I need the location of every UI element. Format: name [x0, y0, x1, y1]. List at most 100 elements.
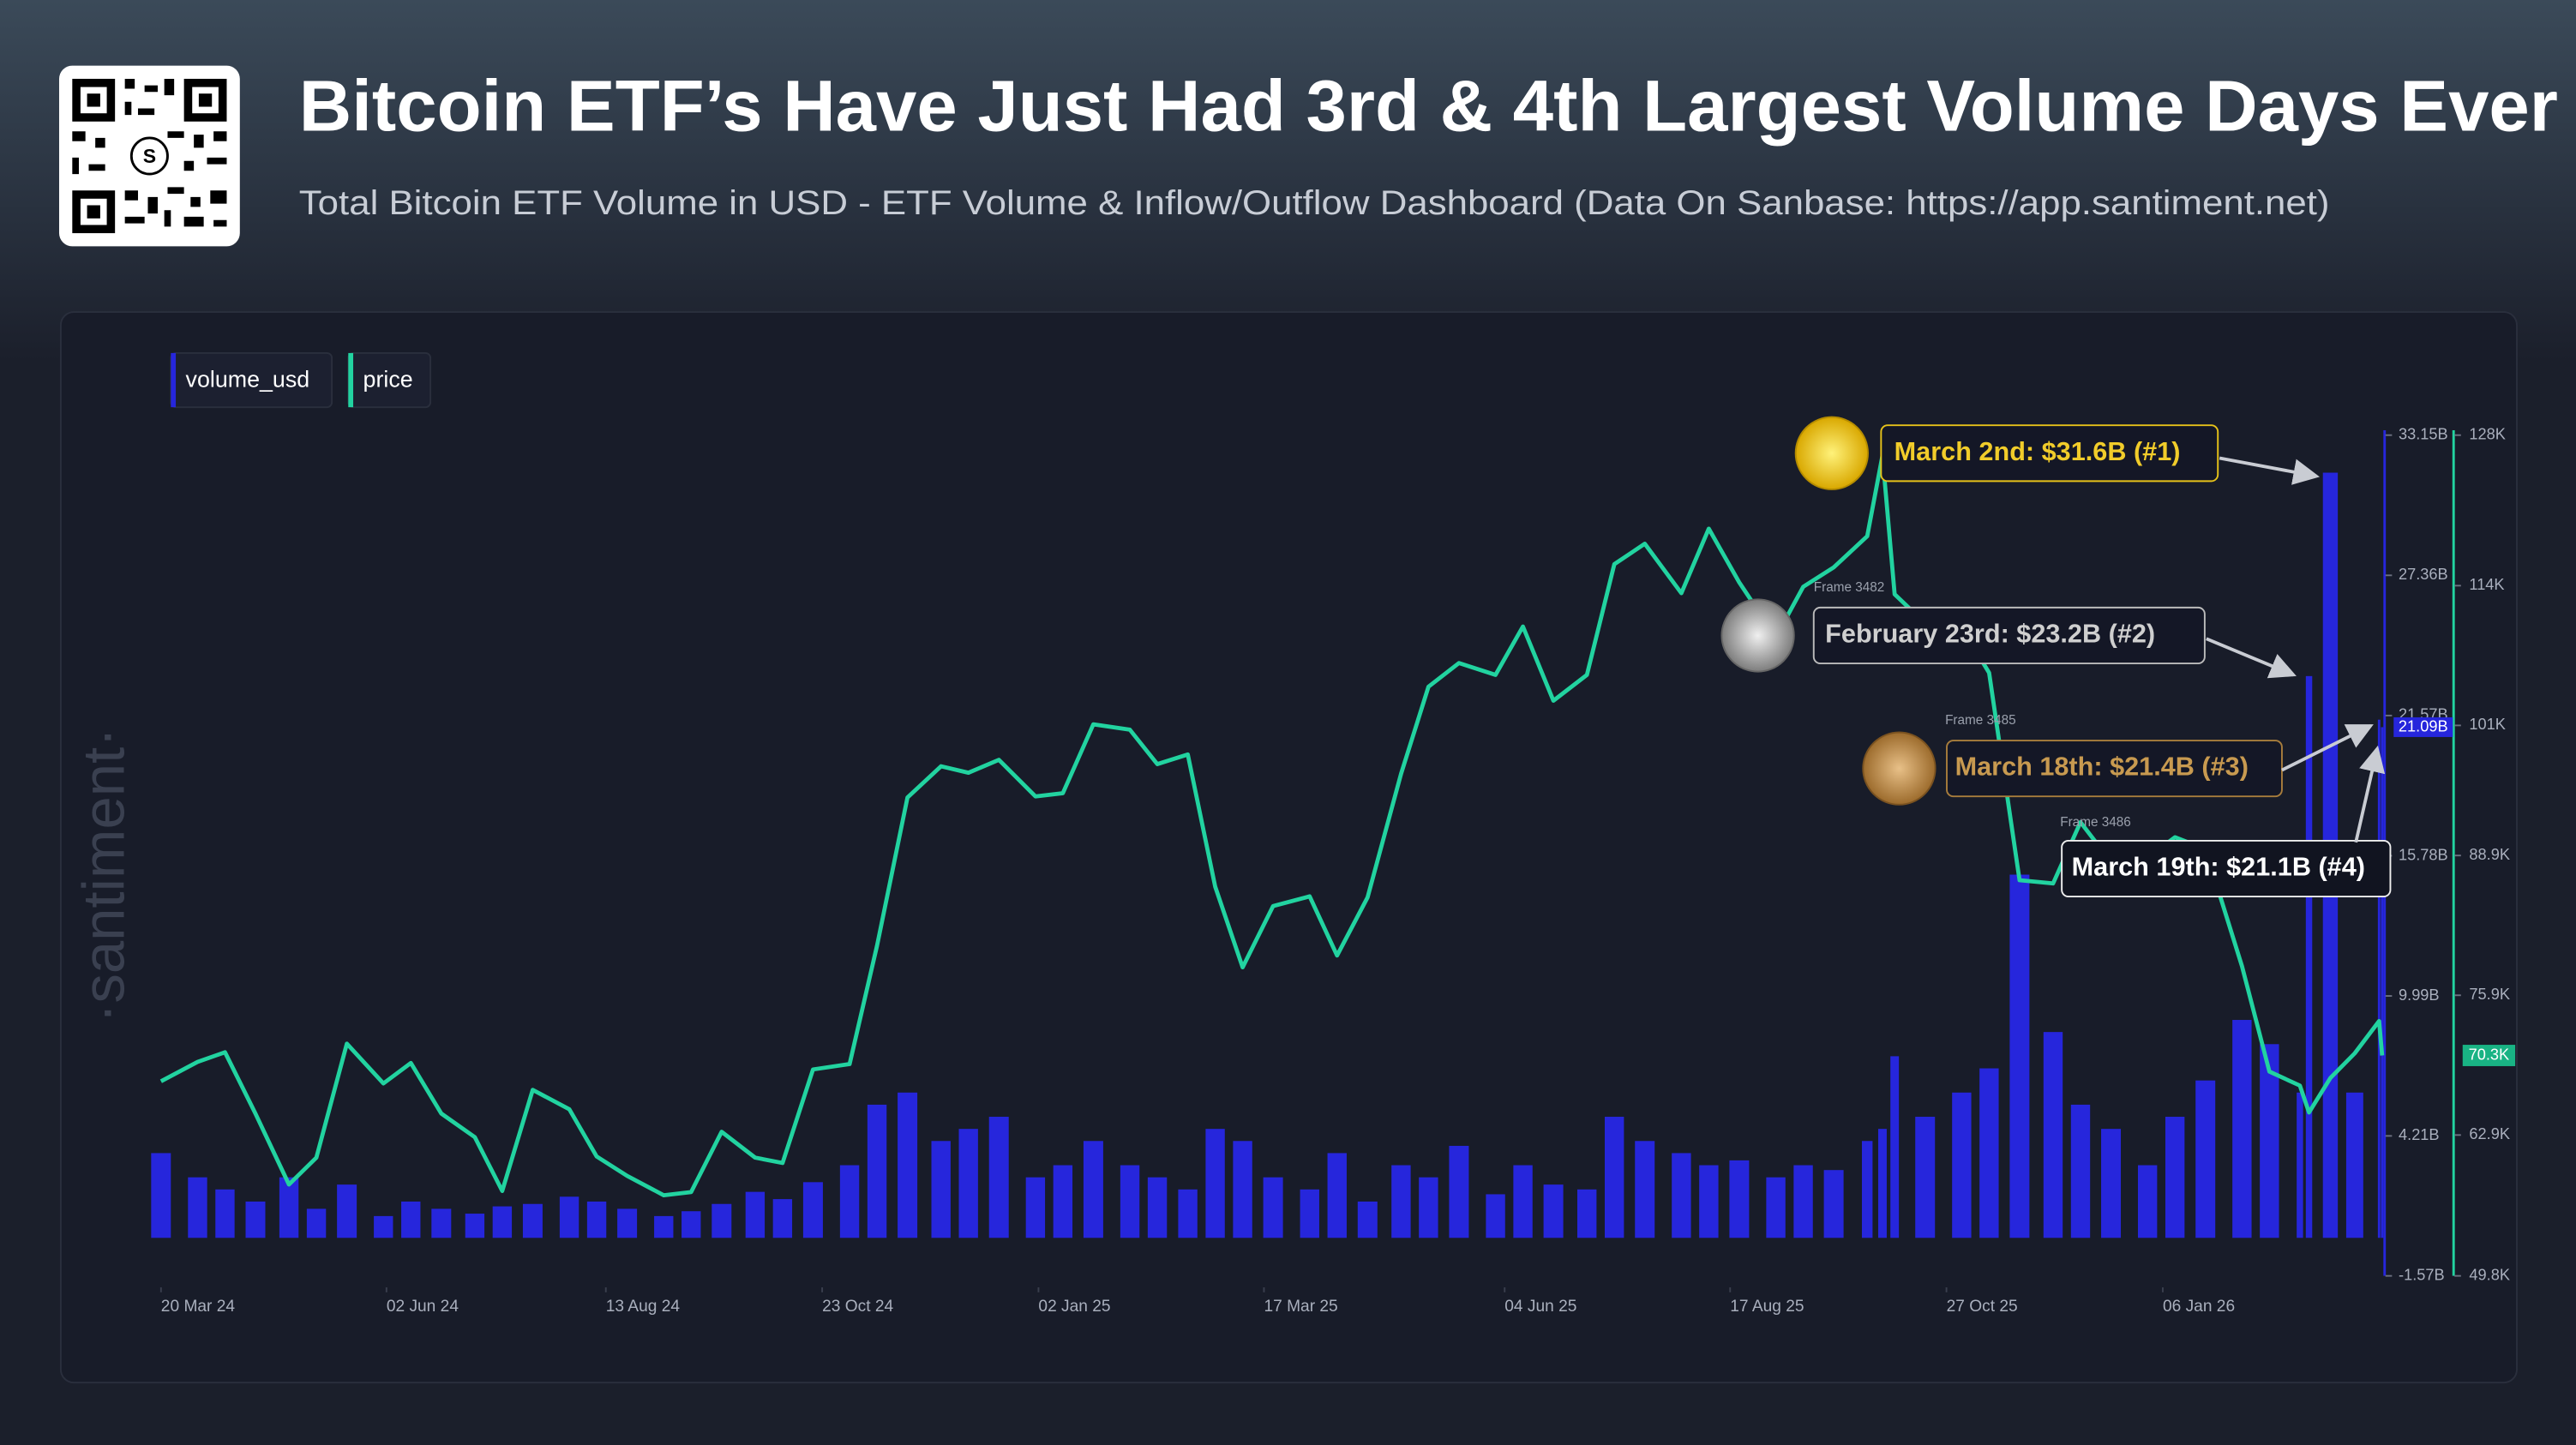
volume-bar	[867, 1104, 887, 1238]
frame-label: Frame 3486	[2060, 815, 2131, 830]
last-value-label: 70.3K	[2469, 1046, 2510, 1063]
volume-bar	[1263, 1177, 1283, 1238]
volume-bar	[1449, 1145, 1469, 1238]
volume-bar	[2232, 1020, 2252, 1238]
volume-bar	[898, 1092, 918, 1238]
volume-bar	[586, 1201, 607, 1238]
arrow	[2354, 745, 2386, 843]
volume-bar	[1861, 1141, 1873, 1238]
x-tick-label: 06 Jan 26	[2163, 1298, 2235, 1316]
y-tick-label: -1.57B	[2399, 1266, 2445, 1283]
legend-swatch	[171, 352, 177, 408]
volume-bar	[958, 1129, 978, 1238]
volume-bar	[712, 1203, 732, 1238]
volume-bar	[1979, 1068, 1999, 1238]
volume-bar	[2260, 1044, 2279, 1238]
volume-bar	[2297, 1092, 2303, 1238]
gold-coin	[1794, 416, 1869, 490]
volume-bar	[2165, 1117, 2185, 1238]
volume-bar	[1486, 1194, 1505, 1238]
volume-bar	[1543, 1184, 1564, 1238]
volume-bar	[1635, 1141, 1655, 1238]
x-tick-label: 20 Mar 24	[161, 1298, 236, 1316]
frame-label: Frame 3482	[1814, 580, 1885, 595]
y2-tick-label: 101K	[2469, 716, 2505, 733]
y2-tick-label: 75.9K	[2469, 986, 2510, 1003]
volume-bar	[1357, 1201, 1378, 1238]
arrow	[2219, 456, 2320, 485]
y-tick-label: 33.15B	[2399, 426, 2448, 443]
volume-bar	[1178, 1189, 1198, 1238]
volume-bar	[1513, 1165, 1533, 1238]
last-value-label: 21.09B	[2399, 717, 2448, 734]
volume-bar	[1915, 1117, 1936, 1238]
volume-bar	[617, 1208, 638, 1238]
volume-bar	[654, 1215, 674, 1238]
title: Bitcoin ETF’s Have Just Had 3rd & 4th La…	[299, 66, 2558, 147]
y-tick-label: 27.36B	[2399, 566, 2448, 583]
volume-bar	[1025, 1177, 1046, 1238]
volume-bar	[2345, 1092, 2363, 1238]
volume-bar	[2070, 1104, 2091, 1238]
volume-bar	[2381, 727, 2384, 1238]
volume-bar	[2137, 1165, 2158, 1238]
x-tick-label: 17 Aug 25	[1730, 1298, 1804, 1316]
legend-label: price	[363, 367, 413, 393]
volume-bar	[522, 1203, 543, 1238]
x-tick-label: 02 Jan 25	[1038, 1298, 1110, 1316]
annotations: March 2nd: $31.6B (#1) February 23rd: $2…	[1720, 416, 2392, 898]
bronze-coin	[1862, 731, 1937, 806]
volume-bar	[559, 1196, 579, 1238]
volume-bar	[465, 1214, 485, 1238]
volume-bar	[1300, 1189, 1319, 1238]
chart-panel	[59, 311, 2518, 1384]
volume-bar	[1952, 1092, 1972, 1238]
volume-bar	[306, 1208, 327, 1238]
legend-label: volume_usd	[186, 367, 310, 393]
annotation: March 18th: $21.4B (#3)	[1955, 752, 2249, 782]
volume-bar	[802, 1182, 823, 1238]
plot: -1.57B4.21B9.99B15.78B21.57B27.36B33.15B…	[151, 426, 2516, 1316]
y2-tick-label: 62.9K	[2469, 1125, 2510, 1142]
volume-bar	[772, 1199, 793, 1238]
y-tick-label: 4.21B	[2399, 1126, 2440, 1143]
y2-tick-label: 49.8K	[2469, 1266, 2510, 1283]
arrow	[2206, 637, 2297, 679]
volume-bar	[1877, 1129, 1887, 1238]
volume-bar	[279, 1177, 299, 1238]
annotation-box	[1880, 424, 2219, 483]
volume-bar	[1419, 1177, 1438, 1238]
annotation: March 2nd: $31.6B (#1)	[1894, 437, 2181, 466]
x-tick-label: 27 Oct 25	[1947, 1298, 2018, 1316]
x-tick-label: 02 Jun 24	[387, 1298, 459, 1316]
volume-bar	[1391, 1165, 1411, 1238]
volume-bar	[401, 1201, 421, 1238]
volume-bar	[1083, 1141, 1103, 1238]
annotation-box	[1812, 606, 2206, 664]
volume-bar	[1672, 1153, 1691, 1238]
volume-bar	[839, 1165, 860, 1238]
volume-bar	[374, 1215, 393, 1238]
volume-bar	[1053, 1165, 1073, 1238]
svg-text:S: S	[143, 145, 156, 167]
volume-bar	[1577, 1189, 1597, 1238]
volume-bar	[1604, 1117, 1624, 1238]
volume-bar	[1147, 1177, 1168, 1238]
arrow	[2281, 724, 2374, 772]
volume-bar	[2101, 1129, 2122, 1238]
volume-bar	[215, 1189, 235, 1238]
volume-bar	[337, 1184, 357, 1238]
volume-bar	[1699, 1165, 1719, 1238]
x-tick-label: 13 Aug 24	[606, 1298, 681, 1316]
volume-bar	[745, 1191, 766, 1238]
volume-bar	[2043, 1032, 2063, 1238]
last-value-badge	[2462, 1045, 2516, 1066]
volume-bar	[151, 1153, 171, 1238]
annotation: March 19th: $21.1B (#4)	[2072, 853, 2365, 882]
volume-bar	[1890, 1056, 1900, 1238]
annotation-box	[2061, 839, 2392, 898]
last-value-badge	[2393, 717, 2453, 737]
volume-bar	[682, 1211, 701, 1238]
